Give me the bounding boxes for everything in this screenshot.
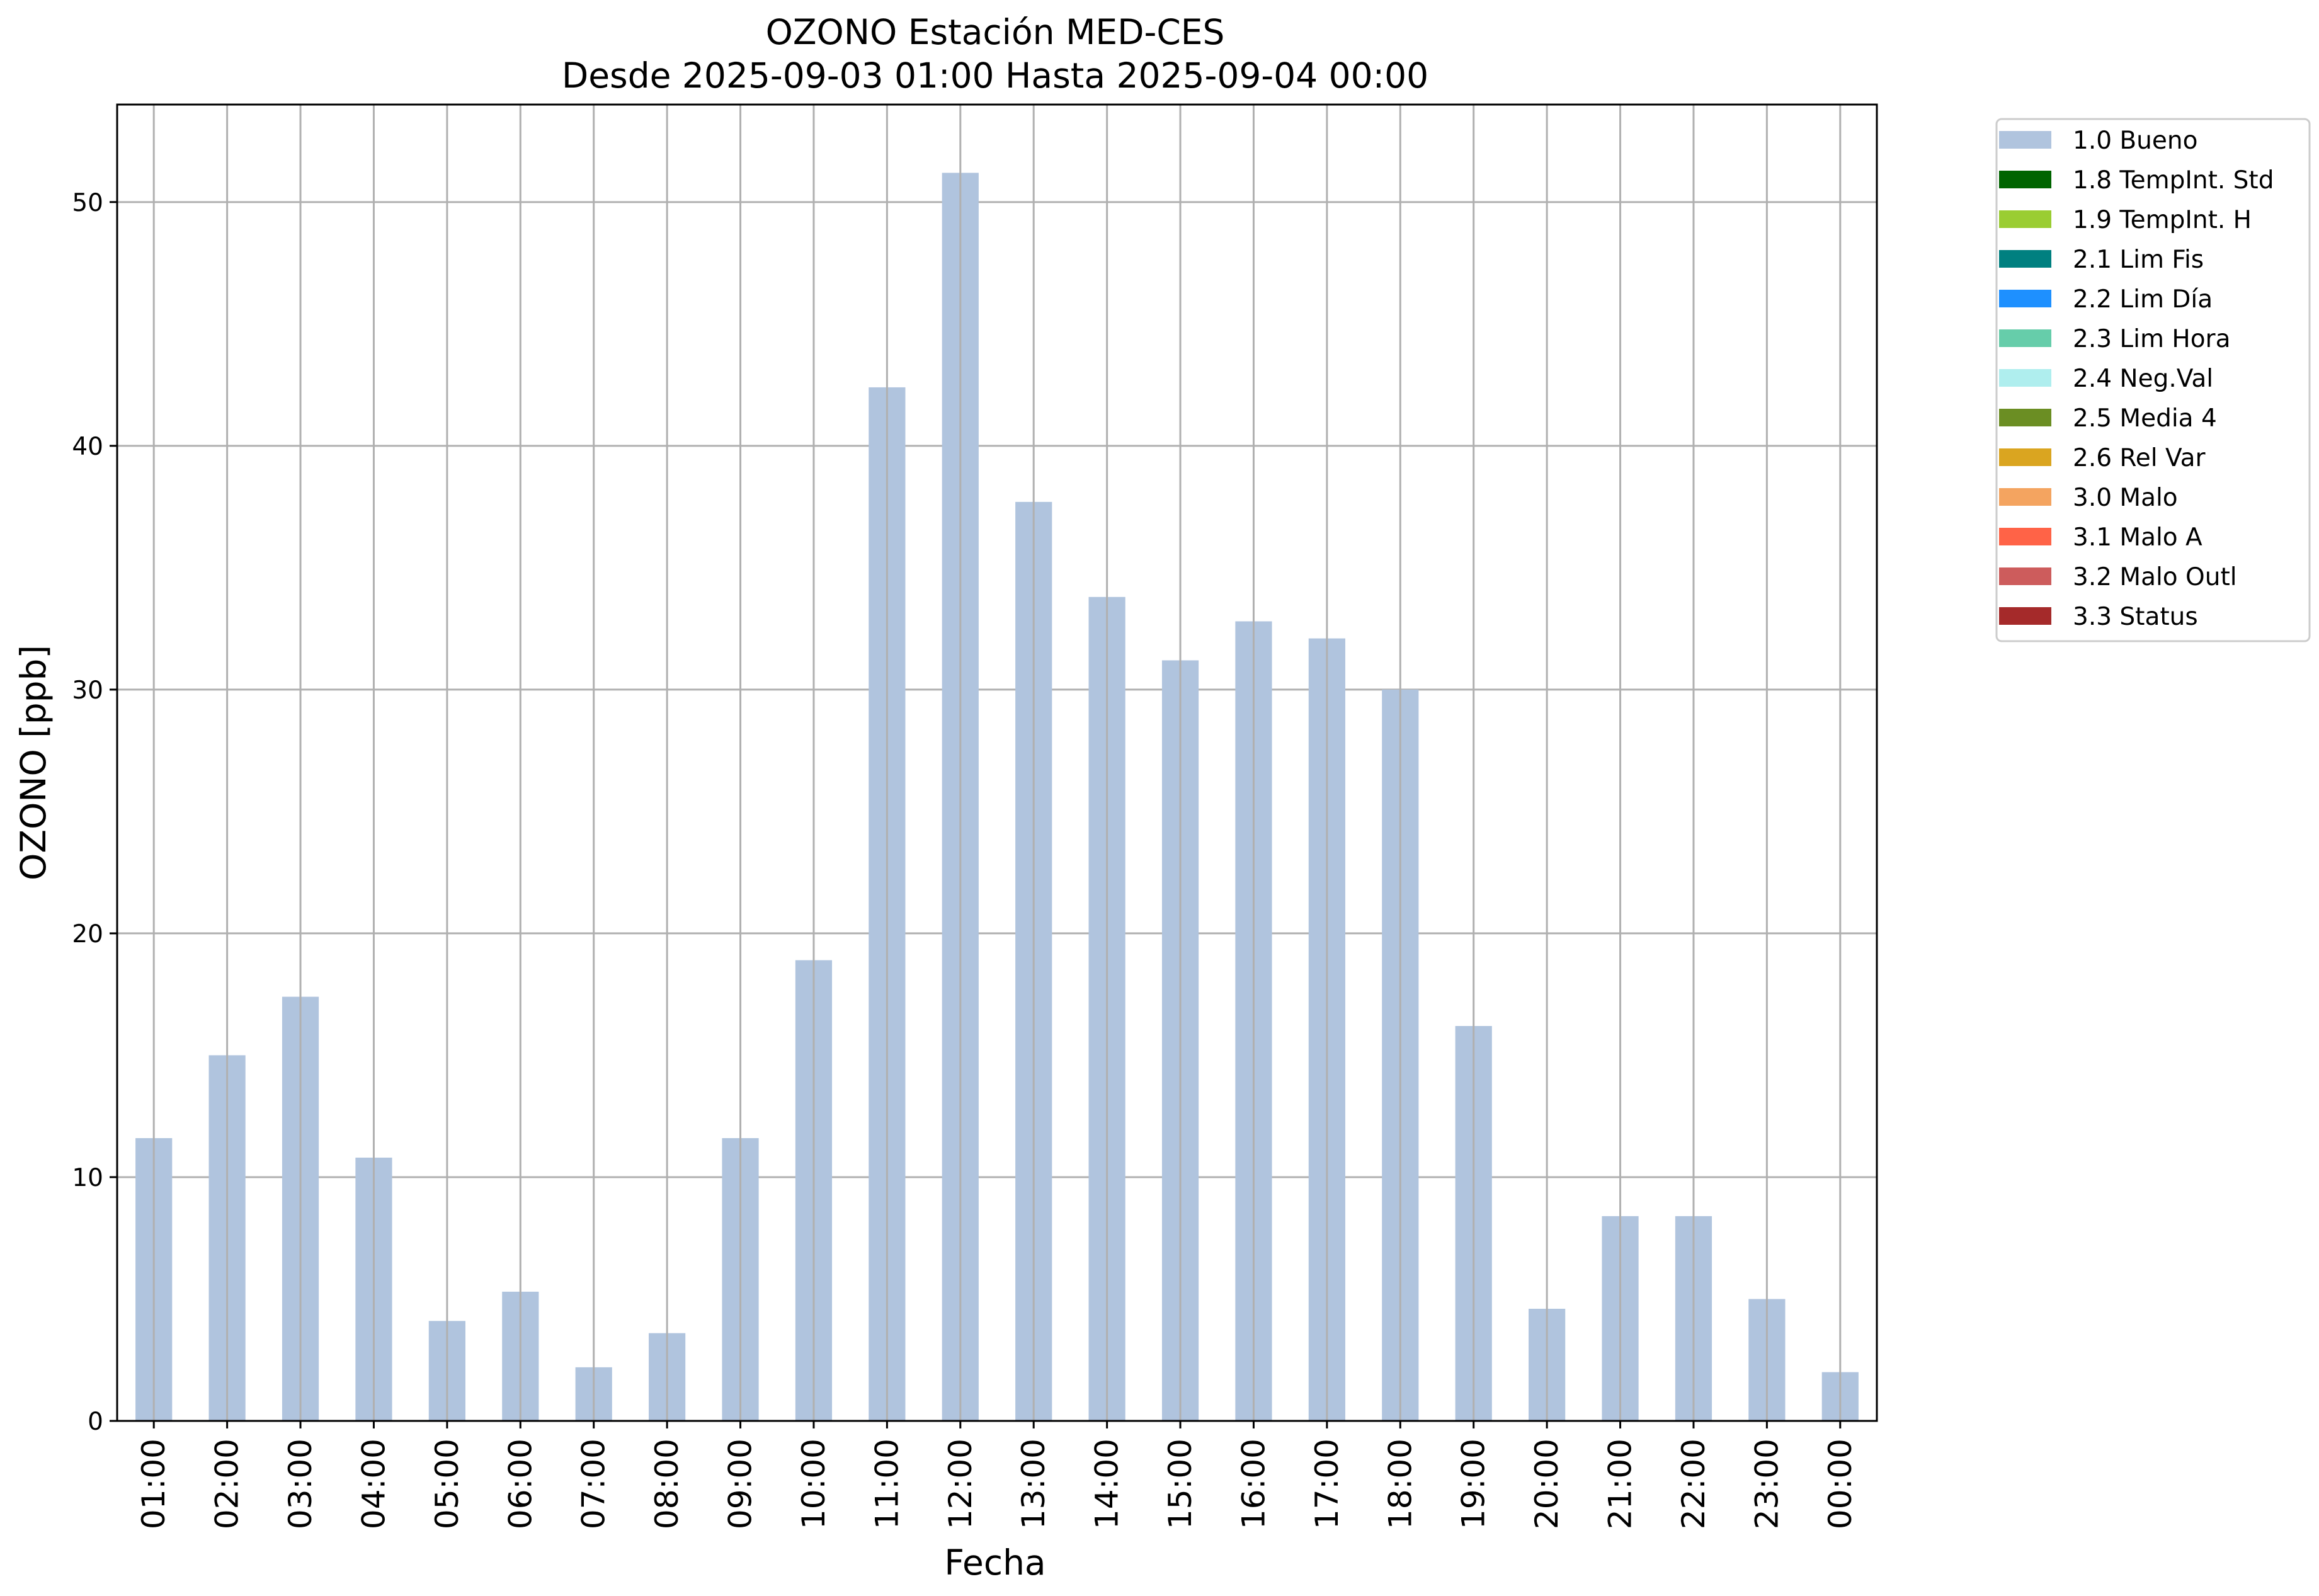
x-tick-label: 06:00 xyxy=(502,1439,538,1529)
x-tick-label: 16:00 xyxy=(1235,1439,1272,1529)
legend-swatch xyxy=(1999,567,2051,585)
legend-entry-label: 2.5 Media 4 xyxy=(2073,404,2217,433)
x-tick-label: 21:00 xyxy=(1602,1439,1639,1529)
x-tick-label: 01:00 xyxy=(135,1439,172,1529)
y-tick-label: 30 xyxy=(72,676,103,705)
y-tick-label: 10 xyxy=(72,1164,103,1192)
legend-entry-label: 3.1 Malo A xyxy=(2073,523,2202,552)
x-axis-label: Fecha xyxy=(944,1542,1046,1583)
x-tick-label: 11:00 xyxy=(869,1439,905,1529)
legend-swatch xyxy=(1999,488,2051,506)
x-tick-label: 10:00 xyxy=(795,1439,832,1529)
x-tick-label: 07:00 xyxy=(576,1439,612,1529)
x-tick-label: 08:00 xyxy=(649,1439,685,1529)
y-axis-ticks: 0 10 20 30 40 50 xyxy=(72,189,117,1436)
legend-swatch xyxy=(1999,607,2051,625)
x-tick-label: 00:00 xyxy=(1822,1439,1859,1529)
x-axis-ticks: 01:00 02:00 03:00 04:00 05:00 06:00 07:00 08:00… xyxy=(135,1421,1859,1529)
legend-entry-label: 3.2 Malo Outl xyxy=(2073,563,2237,591)
legend-entry-label: 2.2 Lim Día xyxy=(2073,285,2213,314)
y-tick-label: 40 xyxy=(72,433,103,461)
legend-swatch xyxy=(1999,448,2051,466)
legend-swatch xyxy=(1999,528,2051,545)
x-tick-label: 23:00 xyxy=(1748,1439,1785,1529)
x-tick-label: 15:00 xyxy=(1162,1439,1199,1529)
y-tick-label: 0 xyxy=(88,1408,103,1436)
x-tick-label: 13:00 xyxy=(1015,1439,1052,1529)
legend-entry-label: 2.1 Lim Fis xyxy=(2073,246,2204,274)
legend-entry-label: 1.0 Bueno xyxy=(2073,127,2197,155)
legend-entry-label: 3.0 Malo xyxy=(2073,484,2178,512)
legend-swatch xyxy=(1999,290,2051,307)
x-tick-label: 17:00 xyxy=(1309,1439,1345,1529)
x-tick-label: 19:00 xyxy=(1456,1439,1492,1529)
bars xyxy=(135,173,1859,1422)
x-tick-label: 22:00 xyxy=(1675,1439,1712,1529)
x-tick-label: 03:00 xyxy=(282,1439,319,1529)
x-tick-label: 20:00 xyxy=(1529,1439,1565,1529)
legend-swatch xyxy=(1999,369,2051,387)
y-axis-label: OZONO [ppb] xyxy=(13,645,54,881)
legend-swatch xyxy=(1999,409,2051,426)
legend-entry-label: 2.3 Lim Hora xyxy=(2073,325,2231,353)
legend-entry-label: 2.4 Neg.Val xyxy=(2073,365,2213,393)
legend-entry-label: 2.6 Rel Var xyxy=(2073,444,2206,472)
legend-entry-label: 3.3 Status xyxy=(2073,603,2198,631)
legend-swatch xyxy=(1999,210,2051,228)
legend-swatch xyxy=(1999,171,2051,188)
chart-subtitle: Desde 2025-09-03 01:00 Hasta 2025-09-04 … xyxy=(562,55,1428,96)
legend-swatch xyxy=(1999,250,2051,268)
x-tick-label: 14:00 xyxy=(1089,1439,1125,1529)
x-tick-label: 09:00 xyxy=(722,1439,759,1529)
x-tick-label: 12:00 xyxy=(942,1439,979,1529)
legend-entry-label: 1.8 TempInt. Std xyxy=(2073,166,2274,195)
vertical-grid-lines xyxy=(152,105,1842,1421)
legend: 1.0 Bueno 1.8 TempInt. Std 1.9 TempInt. H 2… xyxy=(1995,118,2311,642)
legend-swatch xyxy=(1999,329,2051,347)
y-tick-label: 20 xyxy=(72,920,103,949)
x-tick-label: 05:00 xyxy=(429,1439,465,1529)
legend-box xyxy=(1995,118,2311,642)
x-tick-label: 02:00 xyxy=(209,1439,246,1529)
y-tick-label: 50 xyxy=(72,189,103,217)
legend-entry-label: 1.9 TempInt. H xyxy=(2073,206,2252,234)
chart-title: OZONO Estación MED-CES xyxy=(766,12,1225,52)
x-tick-label: 18:00 xyxy=(1382,1439,1418,1529)
x-tick-label: 04:00 xyxy=(355,1439,392,1529)
legend-swatch xyxy=(1999,131,2051,149)
grid-lines xyxy=(117,201,1877,1178)
plot-frame xyxy=(116,103,1878,1422)
